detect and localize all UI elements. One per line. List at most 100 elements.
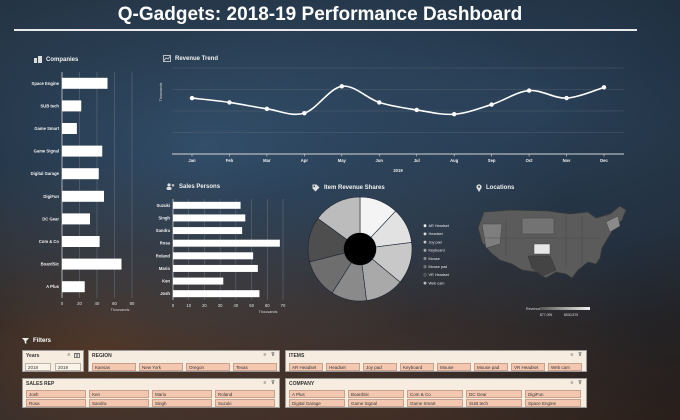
company-option-digifun[interactable]: DigiFun [525, 390, 581, 398]
x-tick-label: Jun [376, 158, 384, 163]
category-label: Space Engine [32, 81, 60, 86]
years-option-2019[interactable]: 2019 [55, 363, 81, 371]
items-option-ar-headset[interactable]: AR Headset [289, 363, 323, 371]
company-option-game-signal[interactable]: Game Signal [348, 399, 404, 407]
bar [62, 100, 82, 112]
legend-label: Joy pad [429, 240, 442, 244]
legend-label: VR Headset [429, 273, 450, 277]
us-revenue-map: Revenue $77,095 $530,875 [477, 205, 627, 317]
bar [173, 277, 224, 285]
sales-rep-option-roland[interactable]: Roland [215, 390, 275, 398]
x-tick-label: 80 [130, 301, 135, 306]
sales-rep-slicer: SALES REP ≡ ⊽ Josh Ken Mario Roland Rosa… [22, 378, 280, 408]
sales-rep-option-rosa[interactable]: Rosa [26, 399, 86, 407]
company-option-sub-tech[interactable]: SUB tech [466, 399, 522, 407]
company-option-dc-gear[interactable]: DC Gear [466, 390, 522, 398]
company-slicer-title: COMPANY [289, 381, 315, 387]
kansas-highlight [533, 243, 551, 255]
sales-rep-option-suzuki[interactable]: Suzuki [215, 399, 275, 407]
x-tick-label: 20 [202, 303, 207, 308]
region-option-texas[interactable]: Texas [233, 363, 277, 371]
legend-swatch [423, 240, 427, 244]
x-tick-label: May [338, 158, 347, 163]
region-option-kansas[interactable]: Kansas [92, 363, 136, 371]
years-slicer: Years ≡ ⊽ 2018 2019 [22, 350, 84, 372]
bar [62, 123, 77, 134]
category-label: Josh [160, 291, 170, 296]
donut-hole [344, 233, 376, 265]
filter-icon [22, 338, 29, 344]
x-tick-label: 50 [249, 303, 254, 308]
category-label: SUB tech [40, 103, 59, 108]
clear-filter-icon[interactable]: ⊽ [271, 352, 275, 358]
revenue-line-chart: Thousands Jan Feb Mar Apr May Jun Jul Aug Sep Oct N… [159, 67, 624, 173]
multi-select-icon[interactable]: ≡ [570, 380, 574, 386]
x-tick-label: Aug [450, 158, 459, 163]
category-label: A Plus [46, 284, 60, 289]
companies-title-label: Companies [46, 56, 79, 63]
bar [62, 168, 99, 180]
us-map-shape [477, 205, 627, 279]
sales-rep-option-singh[interactable]: Singh [152, 399, 212, 407]
multi-select-icon[interactable]: ≡ [570, 352, 574, 358]
bar [173, 239, 280, 247]
data-point [339, 84, 345, 89]
items-option-vr-headset[interactable]: VR Headset [511, 363, 545, 371]
multi-select-icon[interactable]: ≡ [67, 352, 71, 358]
items-option-keyboard[interactable]: Keyboard [400, 363, 434, 371]
company-option-space-engine[interactable]: Space Engine [525, 399, 581, 407]
bar [62, 77, 108, 89]
items-option-headset[interactable]: Headset [326, 363, 360, 371]
sales-rep-option-sandra[interactable]: Sandra [89, 399, 149, 407]
years-option-2018[interactable]: 2018 [25, 363, 51, 371]
bar [62, 258, 122, 270]
region-option-oregon[interactable]: Oregon [186, 363, 230, 371]
x-tick-label: Dec [600, 158, 608, 163]
company-option-com-co[interactable]: Com & Co [407, 390, 463, 398]
legend-swatch [423, 248, 427, 252]
category-label: Sandra [156, 228, 171, 233]
map-legend-scale [540, 307, 590, 310]
clear-filter-icon[interactable]: ⊽ [271, 380, 275, 386]
item-shares-panel-title: Item Revenue Shares [312, 184, 385, 192]
company-option-digital-garage[interactable]: Digital Garage [289, 399, 345, 407]
x-tick-label: 40 [234, 303, 239, 308]
items-option-mouse[interactable]: Mouse [437, 363, 471, 371]
company-option-boardsic[interactable]: BoardSic [348, 390, 404, 398]
x-tick-label: Nov [563, 158, 572, 163]
building-icon [34, 56, 42, 63]
items-option-joy-pad[interactable]: Joy pad [363, 363, 397, 371]
data-point [601, 85, 607, 90]
items-option-web-cam[interactable]: Web cam [548, 363, 582, 371]
clear-filter-icon[interactable]: ⊽ [578, 352, 582, 358]
category-label: BoardSic [41, 262, 60, 267]
category-label: Singh [158, 215, 170, 220]
revenue-panel-title: Revenue Trend [163, 55, 218, 62]
legend-label: Headset [429, 232, 444, 236]
items-option-mouse-pad[interactable]: Mouse pad [474, 363, 508, 371]
legend-swatch [423, 265, 427, 269]
company-option-a-plus[interactable]: A Plus [289, 390, 345, 398]
x-axis-label: Thousands [111, 308, 130, 312]
sales-rep-option-ken[interactable]: Ken [89, 390, 149, 398]
item-shares-donut-chart: AR Headset Headset Joy pad Keyboard Mouse Mou… [307, 196, 450, 302]
region-option-new-york[interactable]: New York [139, 363, 183, 371]
sales-rep-option-mario[interactable]: Mario [152, 390, 212, 398]
category-label: Com & Co [39, 239, 60, 244]
sales-rep-option-josh[interactable]: Josh [26, 390, 86, 398]
locations-title-label: Locations [486, 185, 515, 191]
multi-select-icon[interactable]: ≡ [263, 380, 267, 386]
companies-panel-title: Companies [34, 56, 78, 63]
x-tick-label: Feb [226, 158, 234, 163]
multi-select-icon[interactable]: ≡ [263, 352, 267, 358]
legend-swatch [423, 232, 427, 236]
bar [173, 214, 246, 222]
item-shares-title-label: Item Revenue Shares [324, 185, 385, 191]
map-pin-icon [476, 184, 482, 192]
clear-filter-icon[interactable]: ⊽ [74, 353, 80, 359]
bar [62, 236, 100, 247]
x-tick-label: 20 [77, 301, 82, 306]
clear-filter-icon[interactable]: ⊽ [578, 380, 582, 386]
x-tick-label: 0 [172, 303, 175, 308]
company-option-game-smart[interactable]: Game Smart [407, 399, 463, 407]
